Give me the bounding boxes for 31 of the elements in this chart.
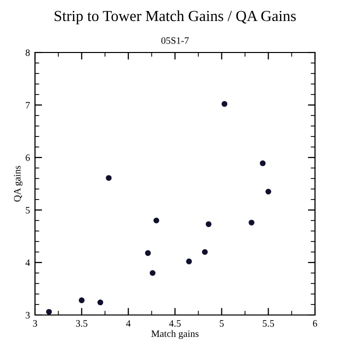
point [46, 308, 52, 315]
point [150, 270, 156, 276]
y-tick-label: 5 [26, 207, 30, 214]
x-tick-label: 3 [33, 320, 38, 327]
y-tick-label: 7 [26, 102, 30, 108]
x-tick-label: 5 [220, 320, 224, 327]
point [106, 175, 112, 181]
point [153, 218, 160, 224]
y-tick-label: 8 [26, 49, 30, 56]
point [97, 300, 104, 306]
x-tick-label: 5.5 [262, 320, 274, 327]
x-tick-label: 3.5 [76, 320, 88, 327]
x-tick-label: 6 [312, 320, 318, 327]
point [78, 297, 85, 304]
point [222, 101, 228, 107]
y-tick-label: 4 [25, 259, 30, 266]
point [248, 220, 254, 226]
y-tick-label: 6 [26, 154, 30, 161]
y-tick-label: 3 [26, 312, 30, 318]
x-tick-label: 4 [126, 320, 131, 327]
point [186, 258, 192, 264]
chart-subtitle: 05S1-7 [161, 37, 189, 44]
point [206, 221, 212, 228]
x-tick-label: 4.5 [169, 320, 181, 327]
point [202, 249, 208, 255]
point [265, 188, 272, 195]
point [260, 160, 266, 166]
chart-title: Strip to Tower Match Gains / QA Gains [54, 10, 296, 24]
point [145, 250, 151, 256]
y-axis-title: QA gains [14, 166, 22, 202]
x-axis-title: Match gains [151, 330, 199, 339]
